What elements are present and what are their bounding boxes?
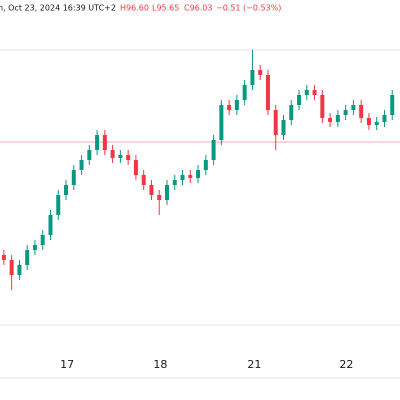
x-tick-label: 18	[153, 358, 167, 371]
candle-body	[196, 170, 201, 178]
candle-body	[366, 118, 371, 125]
candle-body	[126, 155, 131, 160]
candle-body	[141, 175, 146, 185]
candle-body	[390, 95, 395, 115]
x-tick-label: 22	[339, 358, 353, 371]
candle-body	[180, 175, 185, 180]
candle-body	[359, 105, 364, 118]
candle-body	[320, 95, 325, 118]
candle-body	[164, 185, 169, 200]
candle-body	[297, 95, 302, 105]
candle-body	[56, 195, 61, 215]
candle-body	[335, 115, 340, 122]
candle-body	[312, 90, 317, 95]
header-close: C96.03	[184, 4, 213, 13]
candle-body	[328, 118, 333, 122]
candle-body	[211, 140, 216, 160]
candle-body	[382, 115, 387, 122]
candle-body	[188, 175, 193, 178]
candle-body	[71, 170, 76, 185]
candle-body	[32, 245, 37, 250]
x-tick-label: 21	[247, 358, 261, 371]
candle-body	[110, 150, 115, 158]
candle-body	[118, 155, 123, 158]
candle-body	[343, 110, 348, 115]
candle-body	[40, 235, 45, 245]
candle-body	[64, 185, 69, 195]
candle-body	[250, 70, 255, 85]
header-low: L95.65	[152, 4, 179, 13]
candle-body	[157, 195, 162, 200]
candle-body	[149, 185, 154, 195]
candle-body	[203, 160, 208, 170]
candle-body	[273, 110, 278, 135]
header-high: H96.60	[120, 4, 149, 13]
candle-body	[219, 105, 224, 140]
candle-body	[351, 105, 356, 110]
candle-body	[9, 260, 14, 275]
candle-body	[1, 255, 6, 260]
candle-body	[102, 135, 107, 150]
candle-body	[48, 215, 53, 235]
x-tick-label: 17	[60, 358, 74, 371]
header-change: −0.51 (−0.53%)	[216, 4, 281, 13]
candle-body	[87, 150, 92, 160]
candle-body	[242, 85, 247, 100]
candle-body	[25, 250, 30, 265]
candle-body	[227, 105, 232, 110]
header-date: n, Oct 23, 2024 16:39 UTC+2	[0, 4, 116, 13]
candle-body	[258, 70, 263, 75]
candle-body	[95, 135, 100, 150]
candle-body	[289, 105, 294, 120]
candle-body	[304, 90, 309, 95]
candle-body	[172, 180, 177, 185]
candle-body	[79, 160, 84, 170]
candle-body	[374, 122, 379, 125]
candle-body	[234, 100, 239, 110]
candle-body	[17, 265, 22, 275]
candle-body	[281, 120, 286, 135]
candle-body	[265, 75, 270, 110]
candle-body	[133, 160, 138, 175]
